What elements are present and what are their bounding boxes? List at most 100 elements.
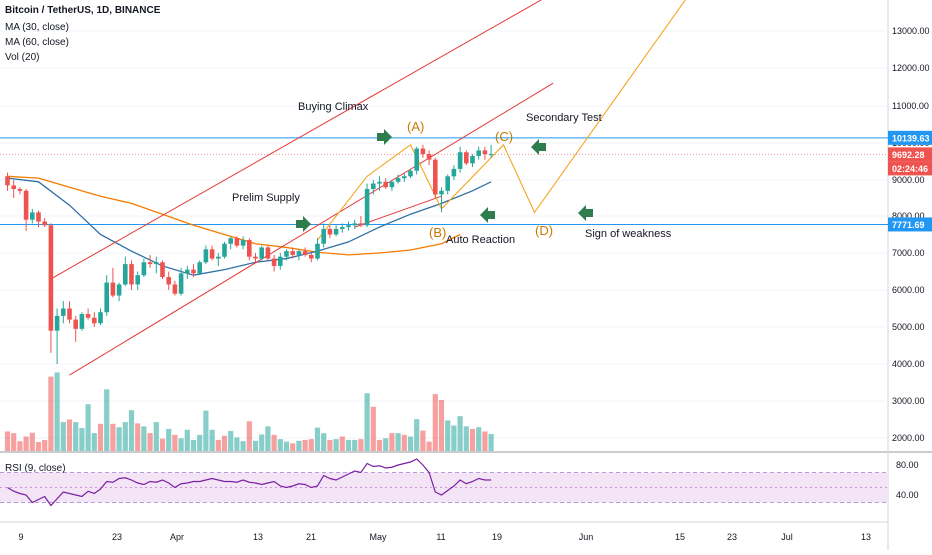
volume-bar bbox=[302, 439, 308, 451]
time-tick-label: 13 bbox=[861, 532, 871, 542]
countdown-tag-bg bbox=[888, 161, 932, 176]
volume-bar bbox=[122, 422, 128, 451]
rsi-tick-label: 80.00 bbox=[896, 460, 919, 470]
candle-body bbox=[426, 154, 432, 160]
price-tick-label: 9000.00 bbox=[892, 175, 925, 185]
volume-bar bbox=[321, 433, 327, 451]
volume-bar bbox=[395, 433, 401, 451]
candle-body bbox=[61, 308, 66, 316]
price-tick-label: 8000.00 bbox=[892, 211, 925, 221]
candle-body bbox=[54, 315, 60, 331]
indicator-ma30-label[interactable]: MA (30, close) bbox=[5, 22, 69, 33]
annotation-sign-of-weakness: Sign of weakness bbox=[585, 228, 672, 240]
symbol-title[interactable]: Bitcoin / TetherUS, 1D, BINANCE bbox=[5, 5, 161, 16]
time-tick-label: 15 bbox=[675, 532, 685, 542]
price-axis: 2000.00 3000.00 4000.00 5000.00 6000.00 7000.… bbox=[892, 26, 930, 443]
volume-bar bbox=[370, 406, 376, 451]
candle-body bbox=[439, 190, 444, 195]
volume-bar bbox=[172, 434, 178, 451]
annotation-point-b: (B) bbox=[429, 225, 446, 240]
candle-body bbox=[296, 251, 302, 255]
candle-body bbox=[309, 254, 314, 259]
volume-bar bbox=[488, 434, 494, 451]
volume-bar bbox=[209, 429, 215, 451]
countdown-tag: 02:24:46 bbox=[892, 164, 928, 174]
volume-bar bbox=[54, 372, 60, 451]
volume-bar bbox=[203, 410, 209, 451]
candle-body bbox=[92, 317, 97, 324]
volume-bar bbox=[141, 426, 147, 451]
channel-group bbox=[50, 0, 686, 376]
volume-bar bbox=[91, 433, 97, 451]
price-tag-resistance: 10139.63 bbox=[892, 133, 930, 143]
volume-bar bbox=[166, 428, 172, 451]
candle-body bbox=[234, 238, 240, 246]
price-tick-label: 3000.00 bbox=[892, 396, 925, 406]
arrow-auto-reaction bbox=[480, 207, 495, 223]
candle-body bbox=[433, 159, 438, 195]
volume-bar bbox=[290, 443, 296, 451]
candle-body bbox=[203, 249, 209, 263]
candle-body bbox=[327, 228, 333, 235]
candle-body bbox=[364, 189, 370, 226]
price-tick-label: 11000.00 bbox=[892, 101, 929, 111]
volume-bar bbox=[246, 421, 252, 451]
volume-bar bbox=[73, 422, 79, 451]
annotation-point-c: (C) bbox=[495, 129, 513, 144]
volume-bar bbox=[339, 436, 345, 451]
volume-bar bbox=[221, 435, 228, 451]
time-tick-label: Jun bbox=[579, 532, 594, 542]
price-tag-last-bg bbox=[888, 147, 932, 162]
volume-bar bbox=[432, 394, 438, 451]
volume-bar bbox=[147, 433, 153, 451]
price-tag-last: 9692.28 bbox=[892, 150, 925, 160]
annotation-buying-climax: Buying Climax bbox=[298, 101, 369, 113]
price-tick-label: 2000.00 bbox=[892, 433, 925, 443]
candle-body bbox=[67, 308, 72, 320]
volume-bar bbox=[445, 420, 451, 451]
arrow-buying-climax bbox=[377, 129, 392, 145]
candle-body bbox=[129, 264, 134, 285]
candle-body bbox=[98, 312, 103, 324]
volume-bar bbox=[283, 441, 290, 451]
volume-bar bbox=[308, 439, 314, 451]
volume-bar bbox=[66, 419, 73, 451]
candle-body bbox=[36, 212, 41, 222]
candle-body bbox=[116, 284, 122, 296]
volume-bar bbox=[358, 439, 364, 451]
indicator-ma60-label[interactable]: MA (60, close) bbox=[5, 37, 69, 48]
volume-bar bbox=[17, 441, 23, 451]
candle-body bbox=[271, 258, 277, 266]
indicator-volume-label[interactable]: Vol (20) bbox=[5, 52, 40, 63]
candle-body bbox=[191, 269, 196, 274]
volume-bar bbox=[469, 428, 476, 451]
volume-bar bbox=[327, 439, 333, 451]
volume-bar bbox=[240, 441, 246, 451]
channel-lower-line bbox=[69, 82, 554, 376]
volume-bar bbox=[234, 437, 240, 451]
candle-body bbox=[185, 269, 190, 274]
candle-body bbox=[265, 247, 271, 259]
candle-body bbox=[420, 148, 426, 155]
volume-bars bbox=[4, 372, 494, 451]
candles bbox=[5, 144, 494, 364]
candle-body bbox=[222, 243, 227, 257]
volume-bar bbox=[60, 422, 66, 451]
candle-body bbox=[147, 262, 153, 265]
candle-body bbox=[141, 262, 147, 276]
candle-body bbox=[123, 264, 128, 285]
volume-bar bbox=[345, 439, 352, 451]
volume-bar bbox=[438, 400, 445, 451]
volume-bar bbox=[23, 436, 29, 451]
price-tick-label: 13000.00 bbox=[892, 26, 930, 36]
price-tag-support-bg bbox=[888, 217, 932, 232]
candle-body bbox=[135, 275, 140, 285]
candle-body bbox=[23, 190, 29, 220]
candle-body bbox=[48, 225, 54, 331]
candle-body bbox=[209, 249, 215, 259]
time-tick-label: 23 bbox=[727, 532, 737, 542]
rsi-label[interactable]: RSI (9, close) bbox=[5, 463, 66, 474]
candle-body bbox=[457, 152, 463, 169]
candle-body bbox=[445, 176, 450, 191]
